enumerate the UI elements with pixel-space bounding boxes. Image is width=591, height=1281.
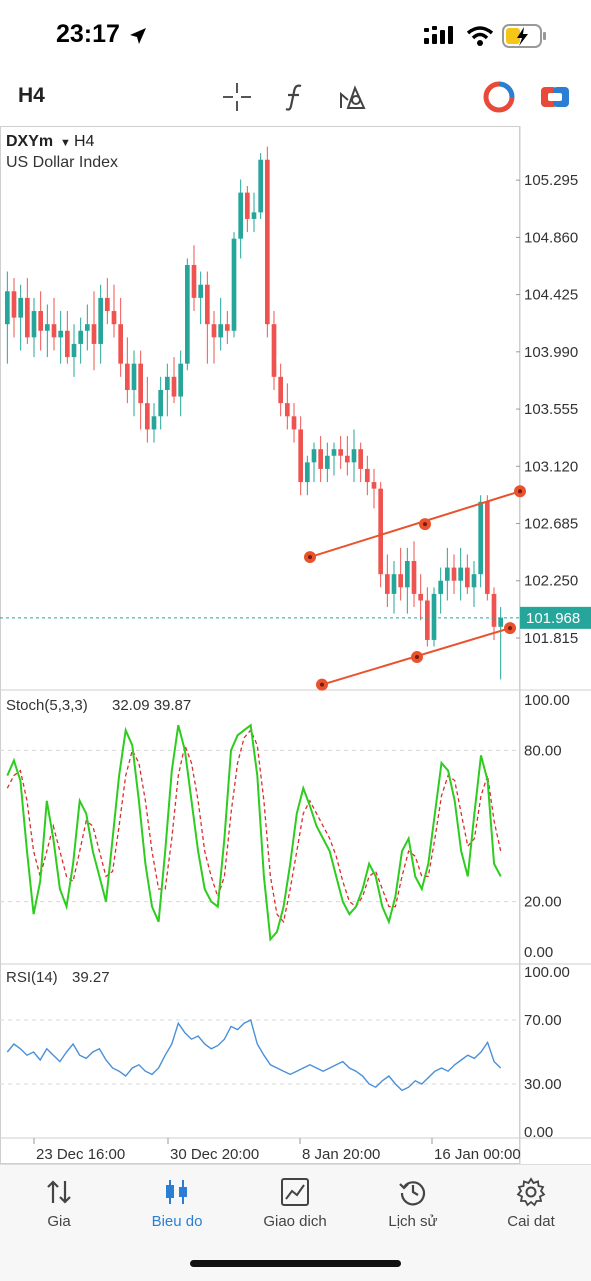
status-time: 23:17 <box>56 20 120 49</box>
indicator-level-label: 70.00 <box>524 1012 562 1029</box>
tab-quotes[interactable]: Gia <box>0 1173 118 1243</box>
candle <box>185 258 190 370</box>
price-tick-label: 102.250 <box>524 573 578 590</box>
symbol-timeframe: H4 <box>74 133 95 150</box>
stoch-title: Stoch(5,3,3) <box>6 697 88 714</box>
indicator-level-label: 20.00 <box>524 894 562 911</box>
price-tick-label: 104.860 <box>524 229 578 246</box>
candle <box>485 495 490 600</box>
trendline-handle[interactable] <box>411 651 423 663</box>
one-click-trading-icon[interactable] <box>482 80 516 114</box>
price-tick-label: 103.120 <box>524 458 578 475</box>
tab-chart[interactable]: Bieu do <box>118 1173 236 1243</box>
chart-area[interactable]: 100.00 80.00 20.00 0.00 100.00 70.00 30.00 0.0… <box>0 126 591 1164</box>
trade-chart-icon <box>280 1177 310 1207</box>
indicator-level-label: 80.00 <box>524 742 562 759</box>
trendline-handle[interactable] <box>419 518 431 530</box>
indicator-level-label: 100.00 <box>524 964 570 981</box>
tab-label: Giao dich <box>236 1213 354 1230</box>
battery-charging-icon <box>502 24 548 48</box>
price-tick-label: 103.555 <box>524 401 578 418</box>
indicator-level-label: 100.00 <box>524 692 570 709</box>
drawing-tools-icon[interactable] <box>336 80 370 114</box>
time-tick-label: 16 Jan 00:00 <box>434 1146 521 1163</box>
price-tick-label: 101.815 <box>524 630 578 647</box>
tab-label: Gia <box>0 1213 118 1230</box>
location-arrow-icon <box>128 26 148 46</box>
tab-label: Cai dat <box>472 1213 590 1230</box>
home-indicator <box>190 1260 401 1267</box>
timeframe-selector[interactable]: H4 <box>18 84 45 108</box>
symbol-description: US Dollar Index <box>6 154 118 171</box>
tab-settings[interactable]: Cai dat <box>472 1173 590 1243</box>
rsi-title: RSI(14) <box>6 969 58 986</box>
current-price-value: 101.968 <box>526 610 580 627</box>
chart-canvas[interactable]: 100.00 80.00 20.00 0.00 100.00 70.00 30.00 0.0… <box>0 126 591 1164</box>
arrows-updown-icon <box>44 1177 74 1207</box>
tab-history[interactable]: Lịch sử <box>354 1173 472 1243</box>
time-tick-label: 8 Jan 20:00 <box>302 1146 380 1163</box>
trendline-handle[interactable] <box>316 679 328 691</box>
indicators-icon[interactable] <box>278 80 312 114</box>
symbol-name[interactable]: DXYm <box>6 133 53 150</box>
indicator-level-label: 0.00 <box>524 1124 553 1141</box>
symbol-dropdown-icon[interactable]: ▼ <box>60 137 71 149</box>
status-bar: 23:17 <box>0 0 591 70</box>
trendline-handle[interactable] <box>504 622 516 634</box>
trendline-handle[interactable] <box>514 485 526 497</box>
candle <box>265 147 270 338</box>
candle <box>232 232 237 337</box>
tab-label: Lịch sử <box>354 1213 472 1230</box>
candle <box>432 587 437 646</box>
candle <box>478 495 483 587</box>
price-tick-label: 104.425 <box>524 287 578 304</box>
indicator-level-label: 0.00 <box>524 944 553 961</box>
rsi-value: 39.27 <box>72 969 110 986</box>
chart-toolbar: H4 <box>0 70 591 126</box>
wifi-icon <box>466 25 494 47</box>
stoch-values: 32.09 39.87 <box>112 697 191 714</box>
trendline-handle[interactable] <box>304 551 316 563</box>
indicator-level-label: 30.00 <box>524 1076 562 1093</box>
trade-panel-icon[interactable] <box>538 80 572 114</box>
price-tick-label: 105.295 <box>524 172 578 189</box>
candles-icon <box>162 1177 192 1207</box>
price-axis[interactable]: 105.295 104.860 104.425 103.990 103.555 103.1… <box>524 172 578 647</box>
tab-trade[interactable]: Giao dich <box>236 1173 354 1243</box>
candle <box>258 153 263 219</box>
price-tick-label: 103.990 <box>524 344 578 361</box>
signal-icon <box>424 26 458 46</box>
time-tick-label: 23 Dec 16:00 <box>36 1146 125 1163</box>
history-icon <box>398 1177 428 1207</box>
tab-label: Bieu do <box>118 1213 236 1230</box>
crosshair-icon[interactable] <box>220 80 254 114</box>
time-tick-label: 30 Dec 20:00 <box>170 1146 259 1163</box>
price-tick-label: 102.685 <box>524 516 578 533</box>
gear-icon <box>516 1177 546 1207</box>
